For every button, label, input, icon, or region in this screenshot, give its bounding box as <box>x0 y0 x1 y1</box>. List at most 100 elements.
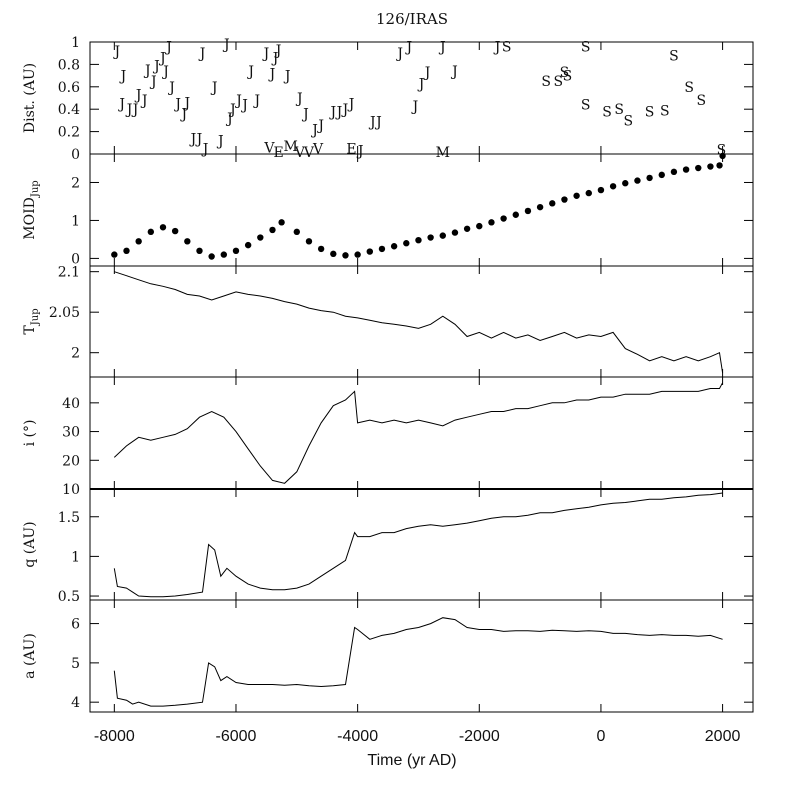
encounter-marker: S <box>717 143 727 159</box>
encounter-marker: J <box>216 134 224 150</box>
encounter-marker: J <box>167 80 175 96</box>
encounter-marker: J <box>152 59 160 75</box>
y-axis-label: Dist. (AU) <box>22 63 38 133</box>
y-tick-label: 0 <box>71 147 80 163</box>
encounter-marker: S <box>624 113 634 129</box>
moid-point <box>293 228 301 236</box>
encounter-marker: S <box>581 98 591 114</box>
encounter-marker: J <box>316 118 324 134</box>
moid-point <box>305 238 313 245</box>
x-axis-label: Time (yr AD) <box>367 752 456 769</box>
y-axis-label: i (°) <box>22 420 38 447</box>
panel-moid: 0 1 2 MOIDJup <box>22 152 754 267</box>
moid-point <box>609 183 617 190</box>
y-tick-label: 4 <box>71 695 80 711</box>
q-series-line <box>113 492 723 598</box>
encounter-marker: J <box>405 39 413 55</box>
encounter-marker: S <box>684 80 694 96</box>
moid-point <box>573 192 580 199</box>
y-axis-label: a (AU) <box>22 633 38 679</box>
encounter-marker: S <box>560 65 570 81</box>
y-axis-label: MOIDJup <box>22 180 41 239</box>
moid-point <box>561 196 568 203</box>
encounter-marker: J <box>240 98 248 114</box>
panel-a: 4 5 6 a (AU) <box>22 599 754 713</box>
encounter-marker: J <box>356 144 364 160</box>
x-tick-label: -2000 <box>459 728 500 745</box>
y-axis-label-subscript: Jup <box>30 180 41 198</box>
moid-point <box>342 252 349 259</box>
moid-point <box>439 232 446 239</box>
y-tick-label: 1 <box>71 213 80 229</box>
moid-point <box>476 222 483 230</box>
encounter-marker: E <box>346 141 356 157</box>
encounter-marker: S <box>502 39 512 55</box>
encounter-marker: J <box>295 91 303 107</box>
moid-point <box>549 200 556 207</box>
y-axis-label: q (AU) <box>22 521 38 567</box>
moid-point <box>269 226 276 234</box>
moid-point <box>634 177 641 184</box>
encounter-marker: J <box>198 46 206 62</box>
encounter-marker: S <box>645 104 655 120</box>
encounter-marker: S <box>602 104 612 120</box>
encounter-marker: J <box>210 80 218 96</box>
y-tick-label: 0.2 <box>58 125 80 141</box>
moid-point <box>597 186 605 194</box>
encounter-marker: J <box>143 63 151 79</box>
y-tick-label: 2 <box>71 346 80 362</box>
encounter-marker: S <box>554 74 564 90</box>
encounter-marker: J <box>423 65 431 81</box>
encounter-marker: J <box>271 51 279 67</box>
encounter-marker: V <box>303 145 315 161</box>
moid-point <box>403 240 410 247</box>
y-tick-label: 20 <box>62 453 80 469</box>
moid-point <box>695 164 702 172</box>
encounter-marker: J <box>189 131 197 147</box>
moid-point <box>208 253 215 260</box>
encounter-marker: J <box>195 131 203 147</box>
moid-point <box>366 248 373 255</box>
moid-point <box>196 247 203 255</box>
moid-point <box>171 227 179 235</box>
encounter-marker: J <box>283 69 291 85</box>
encounter-marker: J <box>119 69 127 85</box>
moid-point <box>716 162 723 169</box>
panel-frame <box>89 599 754 713</box>
moid-point <box>390 243 398 250</box>
encounter-marker: J <box>374 115 382 131</box>
moid-point <box>707 163 714 170</box>
moid-point <box>585 189 592 197</box>
y-tick-label: 0.5 <box>58 589 80 605</box>
encounter-marker: E <box>273 145 283 161</box>
moid-point <box>220 251 228 258</box>
moid-point <box>719 152 726 160</box>
encounter-marker: J <box>411 99 419 115</box>
encounter-marker: J <box>183 95 191 111</box>
encounter-marker: J <box>125 102 133 118</box>
y-tick-label: 2.1 <box>58 265 80 281</box>
y-tick-label: 6 <box>71 617 80 633</box>
encounter-marker: J <box>310 122 318 138</box>
encounter-marker: V <box>312 141 324 157</box>
y-tick-label: 0.8 <box>58 57 80 73</box>
moid-point <box>111 251 118 258</box>
y-tick-label: 1 <box>71 549 80 565</box>
panel-frame <box>89 153 754 267</box>
encounter-marker: J <box>341 102 349 118</box>
y-tick-label: 0.4 <box>58 102 80 118</box>
tjup-series-line <box>114 271 724 373</box>
moid-point <box>524 207 532 215</box>
encounter-marker: J <box>131 102 139 118</box>
encounter-marker: S <box>581 39 591 55</box>
encounter-marker: J <box>328 104 336 120</box>
encounter-marker: S <box>563 69 573 85</box>
encounter-marker: J <box>179 107 187 123</box>
encounter-marker: J <box>164 39 172 55</box>
encounter-marker: J <box>274 43 282 59</box>
moid-point <box>317 245 325 253</box>
encounter-marker: J <box>438 39 446 55</box>
